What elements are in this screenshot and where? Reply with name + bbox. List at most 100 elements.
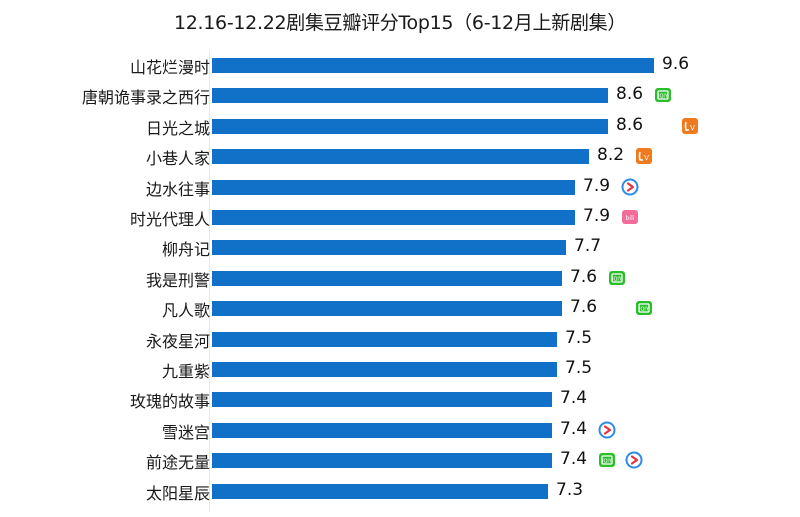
bar xyxy=(212,483,548,499)
bar-row: 前途无量 7.4 iQIY xyxy=(0,446,800,476)
category-label: 永夜星河 xyxy=(145,331,210,351)
bar xyxy=(212,392,552,408)
tencent-video-icon xyxy=(612,238,630,256)
category-label: 九重紫 xyxy=(161,362,210,381)
platform-icons: V xyxy=(654,117,699,135)
bar xyxy=(212,362,557,377)
svg-text:iQIY: iQIY xyxy=(658,94,669,100)
tencent-video-icon xyxy=(598,390,616,408)
bar xyxy=(212,179,575,195)
value-label: 8.6 xyxy=(616,114,644,135)
tencent-video-icon xyxy=(594,482,612,500)
bar-row: 小巷人家 8.2 V xyxy=(0,142,800,172)
bar xyxy=(212,149,589,165)
platform-icons xyxy=(594,482,612,500)
youku-icon xyxy=(621,178,639,196)
category-label: 玫瑰的故事 xyxy=(129,392,210,412)
bar xyxy=(212,210,575,225)
category-label: 日光之城 xyxy=(145,118,210,138)
tencent-video-icon xyxy=(608,299,626,317)
bar-row: 太阳星辰 7.3 xyxy=(0,477,800,507)
platform-icons xyxy=(598,390,616,408)
platform-icons xyxy=(603,330,621,348)
category-label: 柳舟记 xyxy=(161,240,210,260)
bar-row: 玫瑰的故事 7.4 xyxy=(0,385,800,415)
value-label: 9.6 xyxy=(662,54,690,74)
iqiyi-icon: iQIY xyxy=(635,299,653,317)
mango-tv-icon: V xyxy=(635,147,653,165)
tencent-video-icon xyxy=(603,330,621,348)
platform-icons: iQIY xyxy=(608,269,626,287)
platform-icons: iQIY xyxy=(608,299,653,317)
category-label: 我是刑警 xyxy=(145,270,210,290)
bar xyxy=(212,270,562,286)
bar-row: 时光代理人 7.9 bili xyxy=(0,203,800,233)
platform-icons: iQIY xyxy=(598,451,643,469)
bar-row: 唐朝诡事录之西行 8.6 iQIY xyxy=(0,81,800,111)
value-label: 7.6 xyxy=(570,297,598,318)
tencent-video-icon xyxy=(700,56,718,74)
platform-icons: bili xyxy=(621,208,639,226)
platform-icons: V xyxy=(635,147,653,165)
value-label: 8.6 xyxy=(616,84,644,105)
bilibili-icon: bili xyxy=(621,208,639,226)
bar-row: 山花烂漫时 9.6 xyxy=(0,51,800,81)
bar xyxy=(212,422,552,438)
bar-row: 永夜星河 7.5 xyxy=(0,325,800,355)
bar xyxy=(212,331,557,347)
value-label: 7.9 xyxy=(583,175,611,196)
category-label: 唐朝诡事录之西行 xyxy=(81,88,210,108)
category-label: 太阳星辰 xyxy=(145,483,210,503)
category-label: 边水往事 xyxy=(145,179,210,199)
svg-text:V: V xyxy=(690,124,695,132)
platform-icons: iQIY xyxy=(654,86,672,104)
platform-icons xyxy=(700,56,718,74)
value-label: 7.4 xyxy=(560,418,588,439)
value-label: 7.4 xyxy=(560,388,588,409)
iqiyi-icon: iQIY xyxy=(598,451,616,469)
bar-row: 日光之城 8.6 V xyxy=(0,112,800,142)
bar-row: 凡人歌 7.6 iQIY xyxy=(0,294,800,324)
svg-text:iQIY: iQIY xyxy=(612,276,623,282)
chart-title: 12.16-12.22剧集豆瓣评分Top15（6-12月上新剧集） xyxy=(173,12,627,34)
iqiyi-icon: iQIY xyxy=(654,86,672,104)
svg-text:iQIY: iQIY xyxy=(639,307,650,313)
bar xyxy=(212,118,608,134)
value-label: 7.5 xyxy=(565,327,593,348)
platform-icons xyxy=(612,238,630,256)
value-label: 7.9 xyxy=(583,206,611,226)
tencent-video-icon xyxy=(603,360,621,378)
bar xyxy=(212,301,562,317)
platform-icons xyxy=(603,360,621,378)
bar-row: 雪迷宫 7.4 xyxy=(0,416,800,446)
value-label: 7.7 xyxy=(574,236,602,257)
platform-icons xyxy=(598,421,616,439)
category-label: 雪迷宫 xyxy=(161,422,210,442)
bar xyxy=(212,453,552,469)
category-label: 前途无量 xyxy=(145,453,210,473)
value-label: 7.5 xyxy=(565,358,593,378)
bar-row: 柳舟记 7.7 xyxy=(0,233,800,263)
tencent-video-icon xyxy=(654,117,672,135)
category-label: 时光代理人 xyxy=(129,210,210,229)
bar xyxy=(212,240,566,256)
mango-tv-icon: V xyxy=(681,117,699,135)
category-label: 山花烂漫时 xyxy=(129,58,210,77)
platform-icons xyxy=(621,178,639,196)
value-label: 7.3 xyxy=(556,479,584,500)
iqiyi-icon: iQIY xyxy=(608,269,626,287)
svg-text:V: V xyxy=(644,154,649,162)
value-label: 7.4 xyxy=(560,449,588,470)
value-label: 8.2 xyxy=(597,145,625,166)
y-axis-line xyxy=(209,50,210,512)
category-label: 凡人歌 xyxy=(161,301,210,321)
value-label: 7.6 xyxy=(570,266,598,287)
bar-row: 我是刑警 7.6 iQIY xyxy=(0,264,800,294)
bar-row: 边水往事 7.9 xyxy=(0,173,800,203)
bar xyxy=(212,58,654,73)
youku-icon xyxy=(625,451,643,469)
svg-text:bili: bili xyxy=(626,215,635,222)
bar-row: 九重紫 7.5 xyxy=(0,355,800,385)
category-label: 小巷人家 xyxy=(145,149,210,169)
youku-icon xyxy=(598,421,616,439)
